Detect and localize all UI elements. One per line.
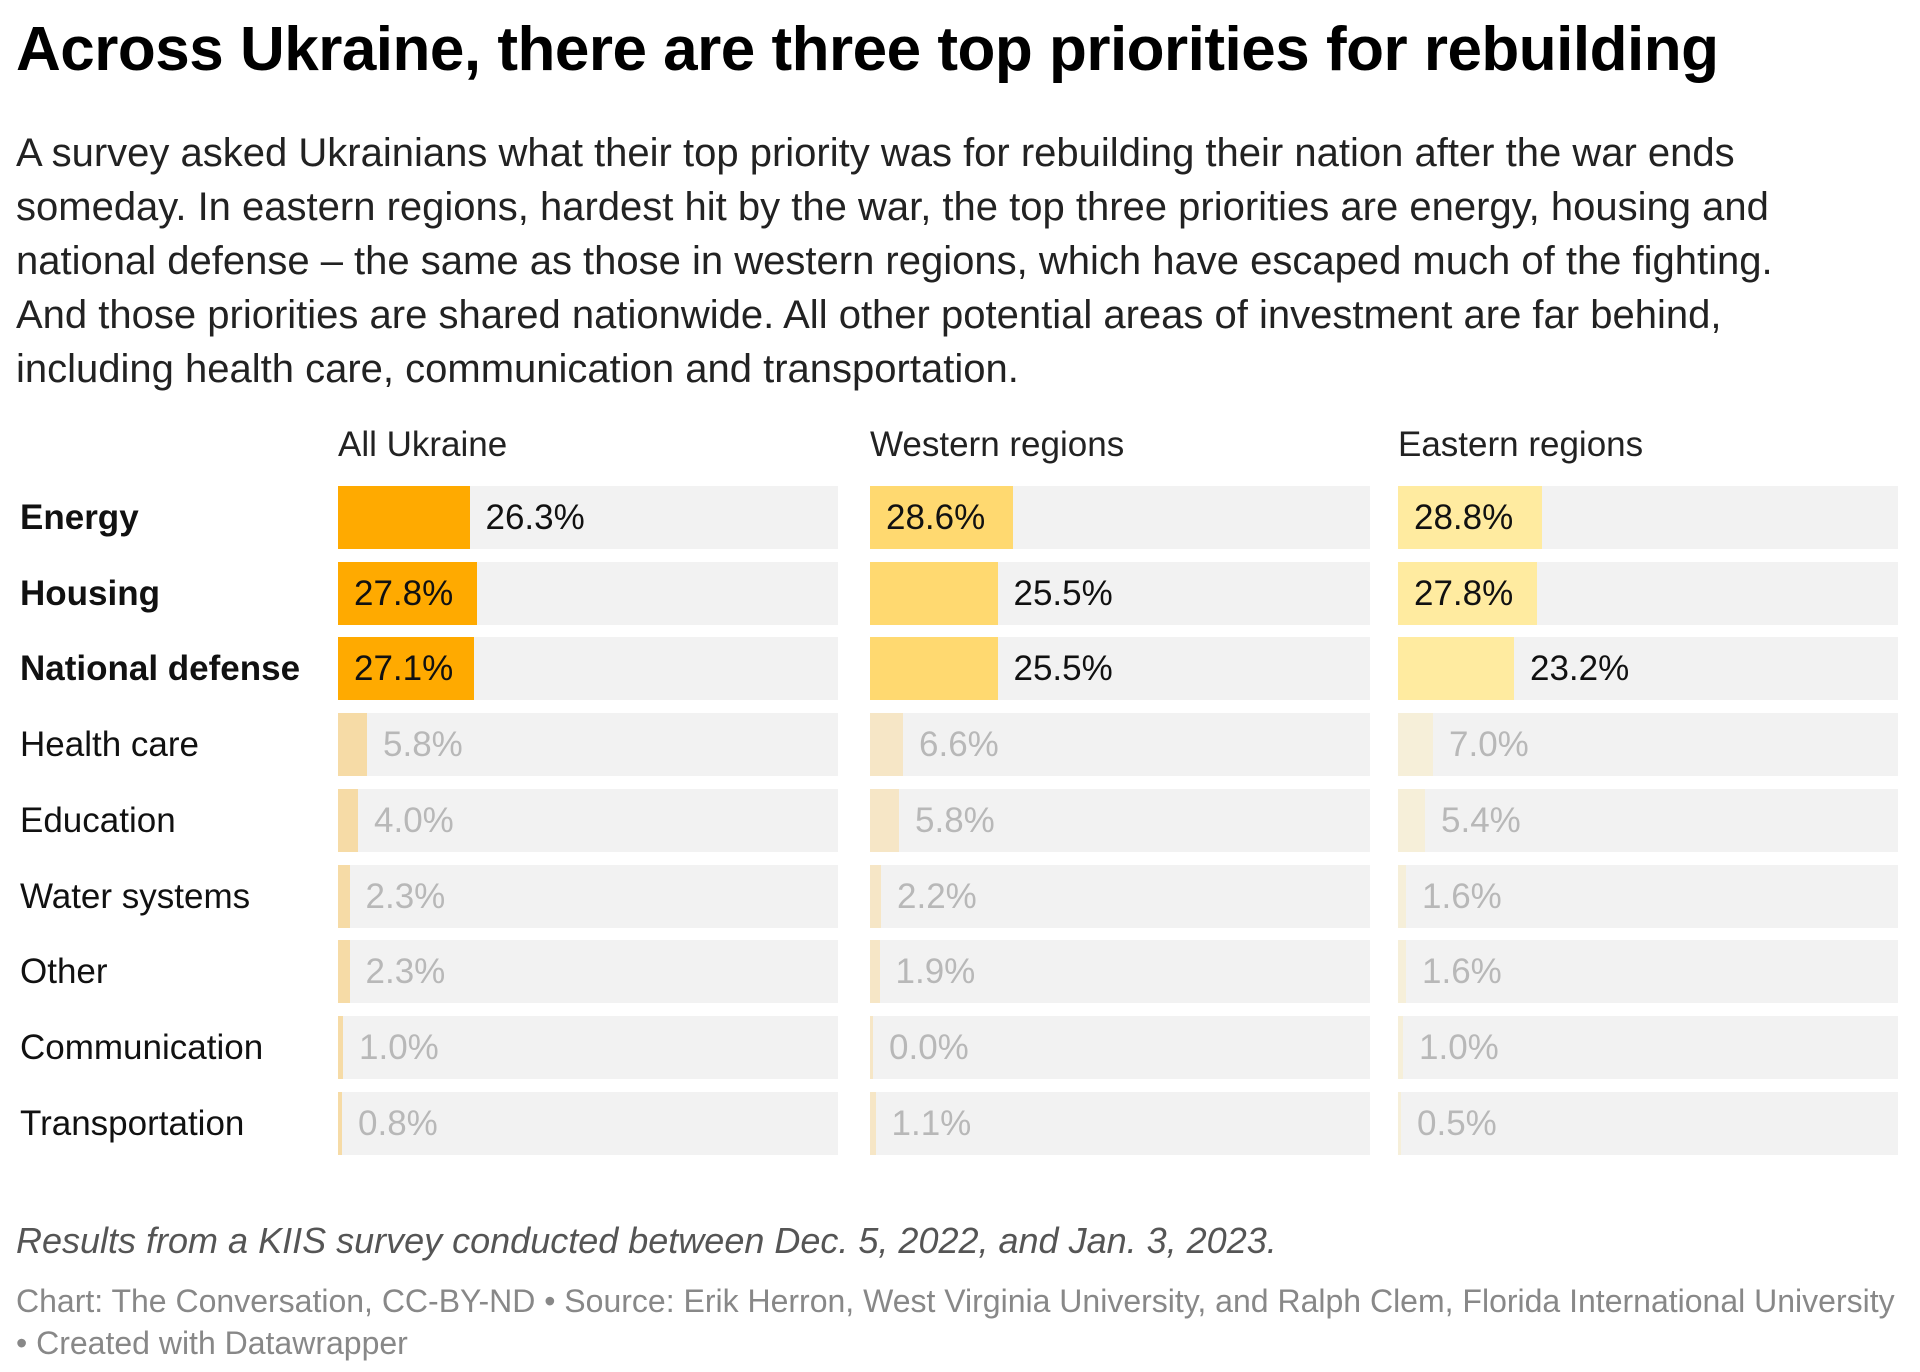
- chart-note: Results from a KIIS survey conducted bet…: [16, 1220, 1277, 1261]
- bar: [338, 637, 474, 701]
- value-label: 1.6%: [1422, 952, 1502, 992]
- bar: [870, 864, 881, 928]
- value-label: 1.9%: [895, 952, 976, 992]
- value-label: 0.8%: [358, 1103, 438, 1143]
- bar: [870, 940, 880, 1004]
- bar-track: 1.0%: [338, 1015, 838, 1079]
- bar-track: 2.2%: [870, 864, 1370, 928]
- category-label: Energy: [20, 498, 139, 537]
- value-label: 25.5%: [1013, 573, 1113, 613]
- value-label: 27.1%: [354, 649, 454, 689]
- bar: [1398, 561, 1537, 625]
- bar: [338, 788, 358, 852]
- category-label: Other: [20, 952, 108, 992]
- value-label: 27.8%: [354, 573, 454, 613]
- bar: [870, 788, 899, 852]
- bar-track: 5.4%: [1398, 788, 1898, 852]
- bar-track: 27.8%: [1398, 561, 1898, 625]
- category-label: Housing: [20, 573, 160, 613]
- value-label: 25.5%: [1013, 649, 1113, 689]
- chart-credits: Chart: The Conversation, CC-BY-ND • Sour…: [16, 1283, 1895, 1361]
- bar-track: 26.3%: [338, 486, 838, 549]
- bar: [1398, 864, 1406, 928]
- category-label: Water systems: [20, 876, 251, 916]
- bar: [1398, 940, 1406, 1004]
- bar-track: 0.5%: [1398, 1091, 1898, 1155]
- bar-track: 25.5%: [870, 637, 1370, 701]
- bar: [870, 713, 903, 777]
- bar-track: 6.6%: [870, 713, 1370, 777]
- bar: [338, 940, 350, 1004]
- bar-track: 27.1%: [338, 637, 838, 701]
- value-label: 23.2%: [1530, 649, 1630, 689]
- value-label: 2.2%: [897, 876, 977, 916]
- bar-track: 7.0%: [1398, 713, 1898, 777]
- bar: [870, 1091, 876, 1155]
- bar-track: 0.0%: [870, 1015, 1370, 1079]
- value-label: 4.0%: [374, 800, 454, 840]
- bar-track: 1.0%: [1398, 1015, 1898, 1079]
- bar: [870, 561, 998, 625]
- value-label: 5.8%: [383, 725, 463, 765]
- column-header: Western regions: [870, 425, 1125, 464]
- bar-track: 1.6%: [1398, 940, 1898, 1004]
- bar-track: 1.1%: [870, 1091, 1370, 1155]
- bar-track: 1.9%: [870, 940, 1370, 1004]
- bar-track: 25.5%: [870, 561, 1370, 625]
- value-label: 28.6%: [886, 498, 986, 537]
- bar: [870, 637, 998, 701]
- bar: [1398, 713, 1433, 777]
- value-label: 7.0%: [1449, 725, 1529, 765]
- value-label: 1.0%: [359, 1027, 439, 1067]
- bar-track: 0.8%: [338, 1091, 838, 1155]
- value-label: 2.3%: [365, 876, 446, 916]
- bar: [338, 713, 367, 777]
- bar: [338, 864, 350, 928]
- bar: [1398, 1015, 1403, 1079]
- value-label: 28.8%: [1414, 498, 1514, 537]
- value-label: 26.3%: [485, 498, 585, 537]
- bar-track: 4.0%: [338, 788, 838, 852]
- bar-track: 1.6%: [1398, 864, 1898, 928]
- category-label: Health care: [20, 725, 199, 765]
- bar-track: 27.8%: [338, 561, 838, 625]
- value-label: 0.0%: [889, 1027, 969, 1067]
- bar: [870, 1015, 873, 1079]
- bar: [1398, 1091, 1401, 1155]
- value-label: 1.0%: [1419, 1027, 1499, 1067]
- bar-track: 23.2%: [1398, 637, 1898, 701]
- bar-track: 28.8%: [1398, 486, 1898, 549]
- chart-subtitle: A survey asked Ukrainians what their top…: [16, 131, 1773, 391]
- value-label: 27.8%: [1414, 573, 1514, 613]
- bar-track: 2.3%: [338, 864, 838, 928]
- bar-track: 5.8%: [870, 788, 1370, 852]
- category-label: National defense: [20, 649, 301, 689]
- category-label: Transportation: [20, 1103, 245, 1143]
- column-header: Eastern regions: [1398, 425, 1644, 464]
- value-label: 2.3%: [365, 952, 446, 992]
- bar: [338, 1091, 342, 1155]
- bar: [1398, 637, 1514, 701]
- bar-track: 28.6%: [870, 486, 1370, 549]
- value-label: 0.5%: [1417, 1103, 1497, 1143]
- column-header: All Ukraine: [338, 425, 508, 464]
- category-label: Education: [20, 800, 176, 840]
- value-label: 1.1%: [891, 1103, 972, 1143]
- value-label: 5.4%: [1441, 800, 1521, 840]
- value-label: 5.8%: [915, 800, 995, 840]
- bar: [338, 486, 470, 549]
- value-label: 1.6%: [1422, 876, 1502, 916]
- bar: [1398, 486, 1542, 549]
- value-label: 6.6%: [919, 725, 999, 765]
- bar-track: 5.8%: [338, 713, 838, 777]
- bar: [1398, 788, 1425, 852]
- bar: [338, 561, 477, 625]
- category-label: Communication: [20, 1027, 264, 1067]
- bar: [870, 486, 1013, 549]
- chart-title: Across Ukraine, there are three top prio…: [16, 15, 1719, 84]
- bar-track: 2.3%: [338, 940, 838, 1004]
- bar: [338, 1015, 343, 1079]
